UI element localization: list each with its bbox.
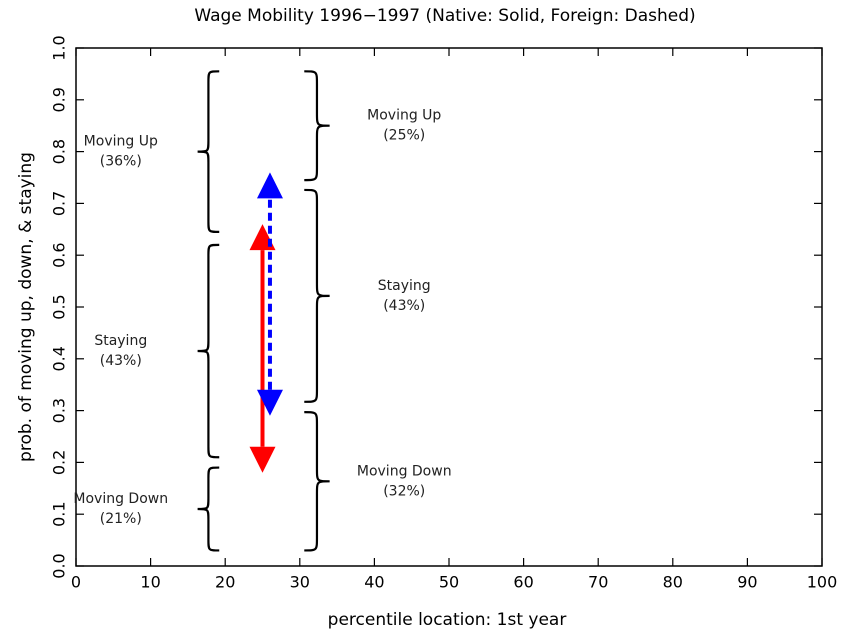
y-tick-label: 1.0 — [50, 35, 69, 60]
band-value-label: (32%) — [383, 483, 425, 499]
y-tick-label: 0.3 — [50, 398, 69, 423]
chart-title: Wage Mobility 1996−1997 (Native: Solid, … — [194, 6, 695, 26]
y-tick-label: 0.2 — [50, 450, 69, 475]
y-tick-label: 0.6 — [50, 242, 69, 267]
band-value-label: (21%) — [100, 511, 142, 527]
band-value-label: (43%) — [100, 353, 142, 369]
y-tick-label: 0.1 — [50, 501, 69, 526]
y-tick-label: 0.5 — [50, 294, 69, 319]
x-tick-label: 60 — [513, 573, 533, 592]
y-tick-label: 0.8 — [50, 139, 69, 164]
band-label: Staying — [94, 333, 147, 349]
x-tick-label: 20 — [215, 573, 235, 592]
y-tick-label: 0.9 — [50, 87, 69, 112]
x-axis-label: percentile location: 1st year — [328, 610, 567, 630]
brace — [304, 70, 330, 182]
y-tick-label: 0.0 — [50, 553, 69, 578]
brace — [197, 466, 220, 552]
band-value-label: (43%) — [383, 298, 425, 314]
arrow-head — [256, 172, 283, 199]
y-tick-label: 0.7 — [50, 191, 69, 216]
x-tick-label: 80 — [663, 573, 683, 592]
x-tick-label: 100 — [807, 573, 838, 592]
x-tick-label: 10 — [140, 573, 160, 592]
brace — [197, 243, 220, 459]
band-label: Moving Down — [73, 491, 168, 507]
x-tick-label: 40 — [364, 573, 384, 592]
x-tick-label: 0 — [71, 573, 81, 592]
y-axis-label: prob. of moving up, down, & staying — [16, 152, 36, 462]
x-tick-label: 50 — [439, 573, 459, 592]
arrow-head — [249, 446, 276, 473]
brace — [304, 411, 330, 552]
brace — [197, 70, 220, 233]
band-label: Moving Up — [367, 108, 441, 124]
x-tick-label: 90 — [737, 573, 757, 592]
x-tick-label: 30 — [290, 573, 310, 592]
x-tick-label: 70 — [588, 573, 608, 592]
y-tick-label: 0.4 — [50, 346, 69, 371]
band-value-label: (25%) — [383, 128, 425, 144]
band-label: Staying — [378, 278, 431, 294]
band-label: Moving Down — [357, 463, 452, 479]
brace — [304, 188, 330, 403]
band-label: Moving Up — [84, 134, 158, 150]
band-value-label: (36%) — [100, 154, 142, 170]
arrow-head — [256, 389, 283, 416]
